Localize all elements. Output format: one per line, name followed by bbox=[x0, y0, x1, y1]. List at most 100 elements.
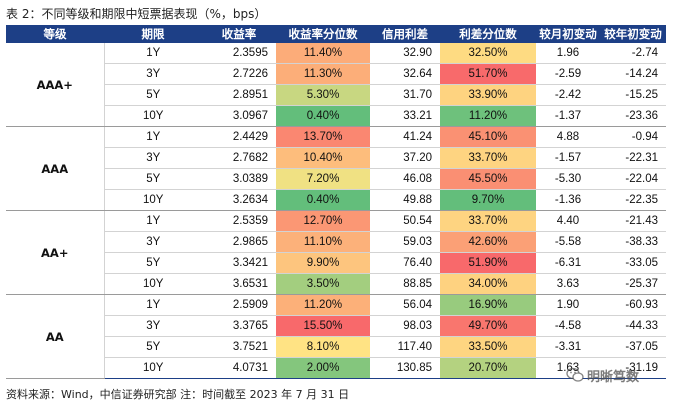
ytd-change-cell: -22.35 bbox=[600, 189, 666, 211]
yield-percentile-cell: 0.40% bbox=[276, 189, 370, 211]
yield-cell: 2.8951 bbox=[202, 84, 276, 106]
yield-percentile-cell: 5.30% bbox=[276, 84, 370, 106]
yield-percentile-cell: 13.70% bbox=[276, 126, 370, 148]
credit-spread-cell: 41.24 bbox=[370, 126, 440, 148]
yield-cell: 3.3421 bbox=[202, 252, 276, 274]
ytd-change-cell: -44.33 bbox=[600, 315, 666, 337]
credit-spread-cell: 46.08 bbox=[370, 168, 440, 190]
ytd-change-cell: -33.05 bbox=[600, 252, 666, 274]
term-cell: 3Y bbox=[104, 231, 202, 253]
yield-cell: 3.3765 bbox=[202, 315, 276, 337]
mtd-change-cell: -5.58 bbox=[536, 231, 600, 253]
table-row: 10Y 3.6531 3.50% 88.85 34.00% 3.63 -25.37 bbox=[6, 273, 666, 295]
table-row: 10Y 3.2634 0.40% 49.88 9.70% -1.36 -22.35 bbox=[6, 189, 666, 211]
header-grade: 等级 bbox=[6, 25, 104, 43]
yield-cell: 2.3595 bbox=[202, 43, 276, 64]
yield-cell: 2.9865 bbox=[202, 231, 276, 253]
yield-percentile-cell: 9.90% bbox=[276, 252, 370, 274]
yield-percentile-cell: 2.00% bbox=[276, 357, 370, 379]
ytd-change-cell: -37.05 bbox=[600, 336, 666, 358]
spread-percentile-cell: 33.90% bbox=[440, 84, 536, 106]
term-cell: 10Y bbox=[104, 189, 202, 211]
table-row: 5Y 3.3421 9.90% 76.40 51.90% -6.31 -33.05 bbox=[6, 252, 666, 274]
bond-performance-table: 等级 期限 收益率 收益率分位数 信用利差 利差分位数 较月初变动 较年初变动 … bbox=[6, 25, 666, 379]
yield-cell: 2.4429 bbox=[202, 126, 276, 148]
term-cell: 10Y bbox=[104, 357, 202, 379]
table-body: AAA+ 1Y 2.3595 11.40% 32.90 32.50% 1.96 -2.74 3Y… bbox=[6, 43, 666, 379]
ytd-change-cell: -25.37 bbox=[600, 273, 666, 295]
term-cell: 3Y bbox=[104, 63, 202, 85]
credit-spread-cell: 37.20 bbox=[370, 147, 440, 169]
ytd-change-cell: -22.04 bbox=[600, 168, 666, 190]
term-cell: 5Y bbox=[104, 336, 202, 358]
yield-cell: 3.0967 bbox=[202, 105, 276, 127]
mtd-change-cell: -1.36 bbox=[536, 189, 600, 211]
spread-percentile-cell: 51.70% bbox=[440, 63, 536, 85]
spread-percentile-cell: 16.90% bbox=[440, 294, 536, 316]
spread-percentile-cell: 51.90% bbox=[440, 252, 536, 274]
spread-percentile-cell: 49.70% bbox=[440, 315, 536, 337]
credit-spread-cell: 56.04 bbox=[370, 294, 440, 316]
credit-spread-cell: 98.03 bbox=[370, 315, 440, 337]
header-term: 期限 bbox=[104, 25, 202, 43]
header-row: 等级 期限 收益率 收益率分位数 信用利差 利差分位数 较月初变动 较年初变动 bbox=[6, 25, 666, 43]
ytd-change-cell: -22.31 bbox=[600, 147, 666, 169]
yield-cell: 4.0731 bbox=[202, 357, 276, 379]
mtd-change-cell: -2.42 bbox=[536, 84, 600, 106]
yield-percentile-cell: 11.20% bbox=[276, 294, 370, 316]
mtd-change-cell: 4.88 bbox=[536, 126, 600, 148]
grade-cell: AAA+ bbox=[6, 43, 105, 127]
spread-percentile-cell: 32.50% bbox=[440, 43, 536, 64]
yield-percentile-cell: 3.50% bbox=[276, 273, 370, 295]
credit-spread-cell: 59.03 bbox=[370, 231, 440, 253]
term-cell: 1Y bbox=[104, 126, 202, 148]
ytd-change-cell: -15.25 bbox=[600, 84, 666, 106]
ytd-change-cell: -2.74 bbox=[600, 43, 666, 64]
header-credit-spread: 信用利差 bbox=[370, 25, 440, 43]
mtd-change-cell: -1.57 bbox=[536, 147, 600, 169]
term-cell: 3Y bbox=[104, 315, 202, 337]
mtd-change-cell: 1.90 bbox=[536, 294, 600, 316]
spread-percentile-cell: 20.70% bbox=[440, 357, 536, 379]
watermark-text: 明晰笃数 bbox=[587, 369, 640, 385]
spread-percentile-cell: 9.70% bbox=[440, 189, 536, 211]
credit-spread-cell: 33.21 bbox=[370, 105, 440, 127]
yield-percentile-cell: 0.40% bbox=[276, 105, 370, 127]
yield-cell: 2.5909 bbox=[202, 294, 276, 316]
yield-percentile-cell: 12.70% bbox=[276, 210, 370, 232]
table-row: 3Y 2.7226 11.30% 32.64 51.70% -2.59 -14.24 bbox=[6, 63, 666, 85]
ytd-change-cell: -23.36 bbox=[600, 105, 666, 127]
mtd-change-cell: -2.59 bbox=[536, 63, 600, 85]
ytd-change-cell: -0.94 bbox=[600, 126, 666, 148]
term-cell: 5Y bbox=[104, 168, 202, 190]
watermark: 明晰笃数 bbox=[566, 364, 639, 386]
credit-spread-cell: 49.88 bbox=[370, 189, 440, 211]
table-row: 5Y 3.7521 8.10% 117.40 33.50% -3.31 -37.05 bbox=[6, 336, 666, 358]
header-yield: 收益率 bbox=[202, 25, 276, 43]
term-cell: 1Y bbox=[104, 294, 202, 316]
spread-percentile-cell: 11.20% bbox=[440, 105, 536, 127]
yield-cell: 2.7226 bbox=[202, 63, 276, 85]
mtd-change-cell: -3.31 bbox=[536, 336, 600, 358]
term-cell: 10Y bbox=[104, 105, 202, 127]
term-cell: 1Y bbox=[104, 210, 202, 232]
yield-percentile-cell: 7.20% bbox=[276, 168, 370, 190]
mtd-change-cell: 1.63 bbox=[536, 357, 600, 379]
ytd-change-cell: -60.93 bbox=[600, 294, 666, 316]
table-row: 10Y 4.0731 2.00% 130.85 20.70% 1.63 -31.19 bbox=[6, 357, 666, 379]
table-title: 表 2：不同等级和期限中短票据表现（%，bps） bbox=[6, 7, 267, 21]
credit-spread-cell: 130.85 bbox=[370, 357, 440, 379]
header-spread-percentile: 利差分位数 bbox=[440, 25, 536, 43]
yield-cell: 3.2634 bbox=[202, 189, 276, 211]
credit-spread-cell: 88.85 bbox=[370, 273, 440, 295]
credit-spread-cell: 32.64 bbox=[370, 63, 440, 85]
table-row: 10Y 3.0967 0.40% 33.21 11.20% -1.37 -23.36 bbox=[6, 105, 666, 127]
yield-cell: 3.6531 bbox=[202, 273, 276, 295]
ytd-change-cell: -14.24 bbox=[600, 63, 666, 85]
grade-cell: AA+ bbox=[6, 210, 105, 295]
term-cell: 5Y bbox=[104, 84, 202, 106]
table-row: AAA 1Y 2.4429 13.70% 41.24 45.10% 4.88 -0.94 bbox=[6, 126, 666, 211]
spread-percentile-cell: 42.60% bbox=[440, 231, 536, 253]
yield-percentile-cell: 11.40% bbox=[276, 43, 370, 64]
table-row: 3Y 3.3765 15.50% 98.03 49.70% -4.58 -44.33 bbox=[6, 315, 666, 337]
